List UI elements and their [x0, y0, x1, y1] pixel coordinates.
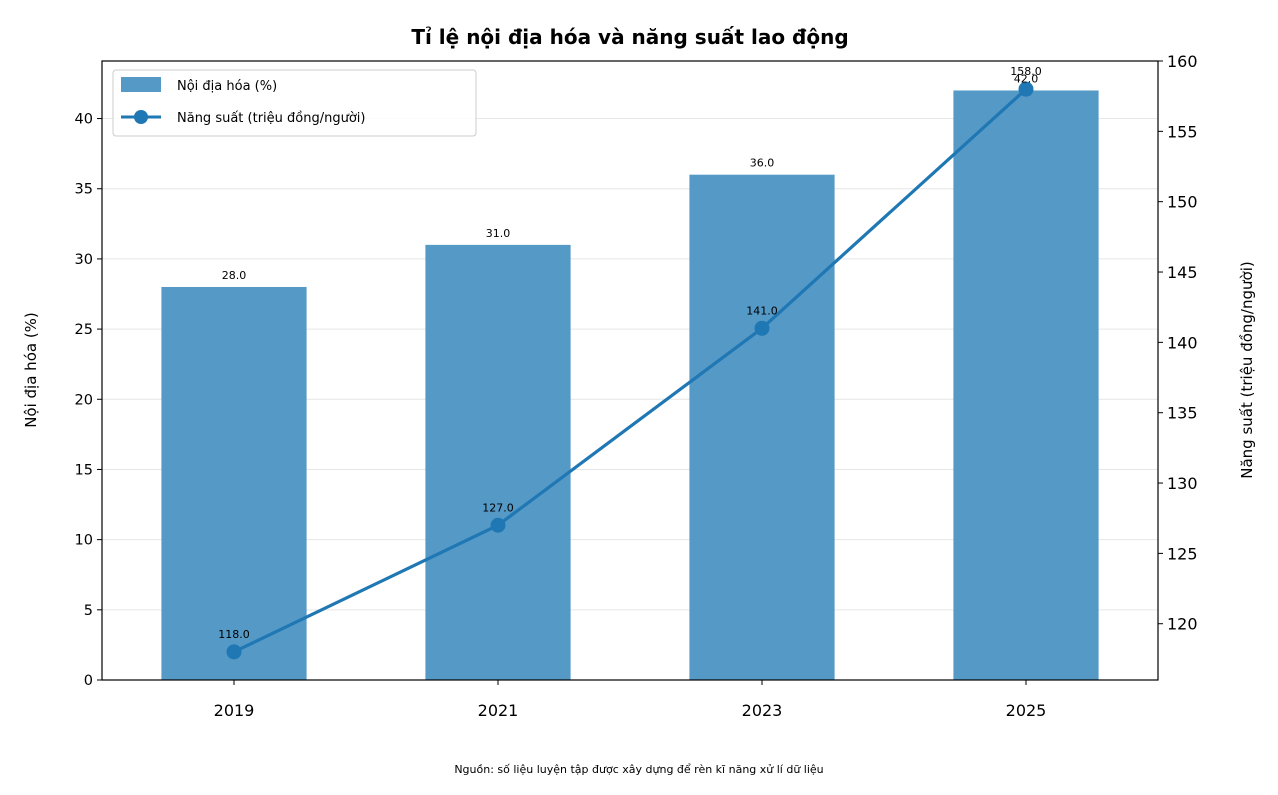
line-series — [226, 81, 1034, 660]
y-tick-label: 30 — [75, 252, 93, 268]
y-axis-right: 120 125 130 135 140 145 150 155 160 — [1158, 52, 1198, 634]
legend-bar-swatch — [121, 77, 161, 92]
y2-tick-label: 125 — [1167, 544, 1198, 563]
legend-line-marker — [134, 110, 148, 124]
source-note: Nguồn: số liệu luyện tập được xây dựng đ… — [454, 763, 823, 776]
y2-tick-label: 130 — [1167, 474, 1198, 493]
bar-data-label: 31.0 — [486, 227, 511, 240]
bar — [425, 244, 571, 680]
y-axis-left: 0 5 10 15 20 25 30 35 40 — [75, 112, 102, 689]
y-tick-label: 10 — [75, 533, 93, 549]
legend-label-line: Năng suất (triệu đồng/người) — [177, 111, 365, 126]
line-path — [233, 87, 1028, 654]
y-tick-label: 40 — [75, 112, 93, 128]
plot-frame — [101, 60, 1159, 681]
chart-title: Tỉ lệ nội địa hóa và năng suất lao động — [411, 25, 848, 49]
bar — [161, 286, 307, 680]
bar-series — [161, 90, 1099, 680]
y-tick-label: 0 — [84, 673, 93, 689]
bar-data-label: 42.0 — [1014, 72, 1039, 85]
y2-tick-label: 140 — [1167, 333, 1198, 352]
y-tick-label: 25 — [75, 322, 93, 338]
x-tick-label: 2025 — [1006, 701, 1047, 720]
x-axis: 2019 2021 2023 2025 — [214, 680, 1047, 720]
line-data-label: 118.0 — [218, 628, 250, 641]
y2-tick-label: 160 — [1167, 52, 1198, 71]
y2-tick-label: 155 — [1167, 122, 1198, 141]
line-point — [490, 517, 506, 533]
x-tick-label: 2023 — [742, 701, 783, 720]
line-point — [1018, 81, 1034, 97]
bar — [689, 174, 835, 680]
data-labels: 28.0 31.0 36.0 42.0 118.0 127.0 141.0 158.0 — [218, 65, 1042, 641]
line-data-label: 127.0 — [482, 501, 514, 514]
x-tick-label: 2019 — [214, 701, 255, 720]
y2-tick-label: 120 — [1167, 615, 1198, 634]
line-point — [226, 644, 242, 660]
line-data-label: 141.0 — [746, 304, 778, 317]
bar-data-label: 36.0 — [750, 157, 775, 170]
legend-box — [112, 69, 477, 137]
y2-axis-label: Năng suất (triệu đồng/người) — [1238, 261, 1256, 478]
y2-tick-label: 135 — [1167, 404, 1198, 423]
y-tick-label: 20 — [75, 392, 93, 408]
y-axis-label: Nội địa hóa (%) — [22, 312, 40, 428]
bar-data-label: 28.0 — [222, 269, 247, 282]
legend: Nội địa hóa (%) Năng suất (triệu đồng/ng… — [112, 69, 477, 137]
bar — [953, 90, 1099, 680]
line-data-label: 158.0 — [1010, 65, 1042, 78]
y-tick-label: 15 — [75, 462, 93, 478]
legend-label-bar: Nội địa hóa (%) — [177, 79, 277, 94]
y2-tick-label: 145 — [1167, 263, 1198, 282]
y2-tick-label: 150 — [1167, 193, 1198, 212]
y-tick-label: 5 — [84, 603, 93, 619]
x-tick-label: 2021 — [478, 701, 519, 720]
line-point — [754, 320, 770, 336]
y-tick-label: 35 — [75, 182, 93, 198]
